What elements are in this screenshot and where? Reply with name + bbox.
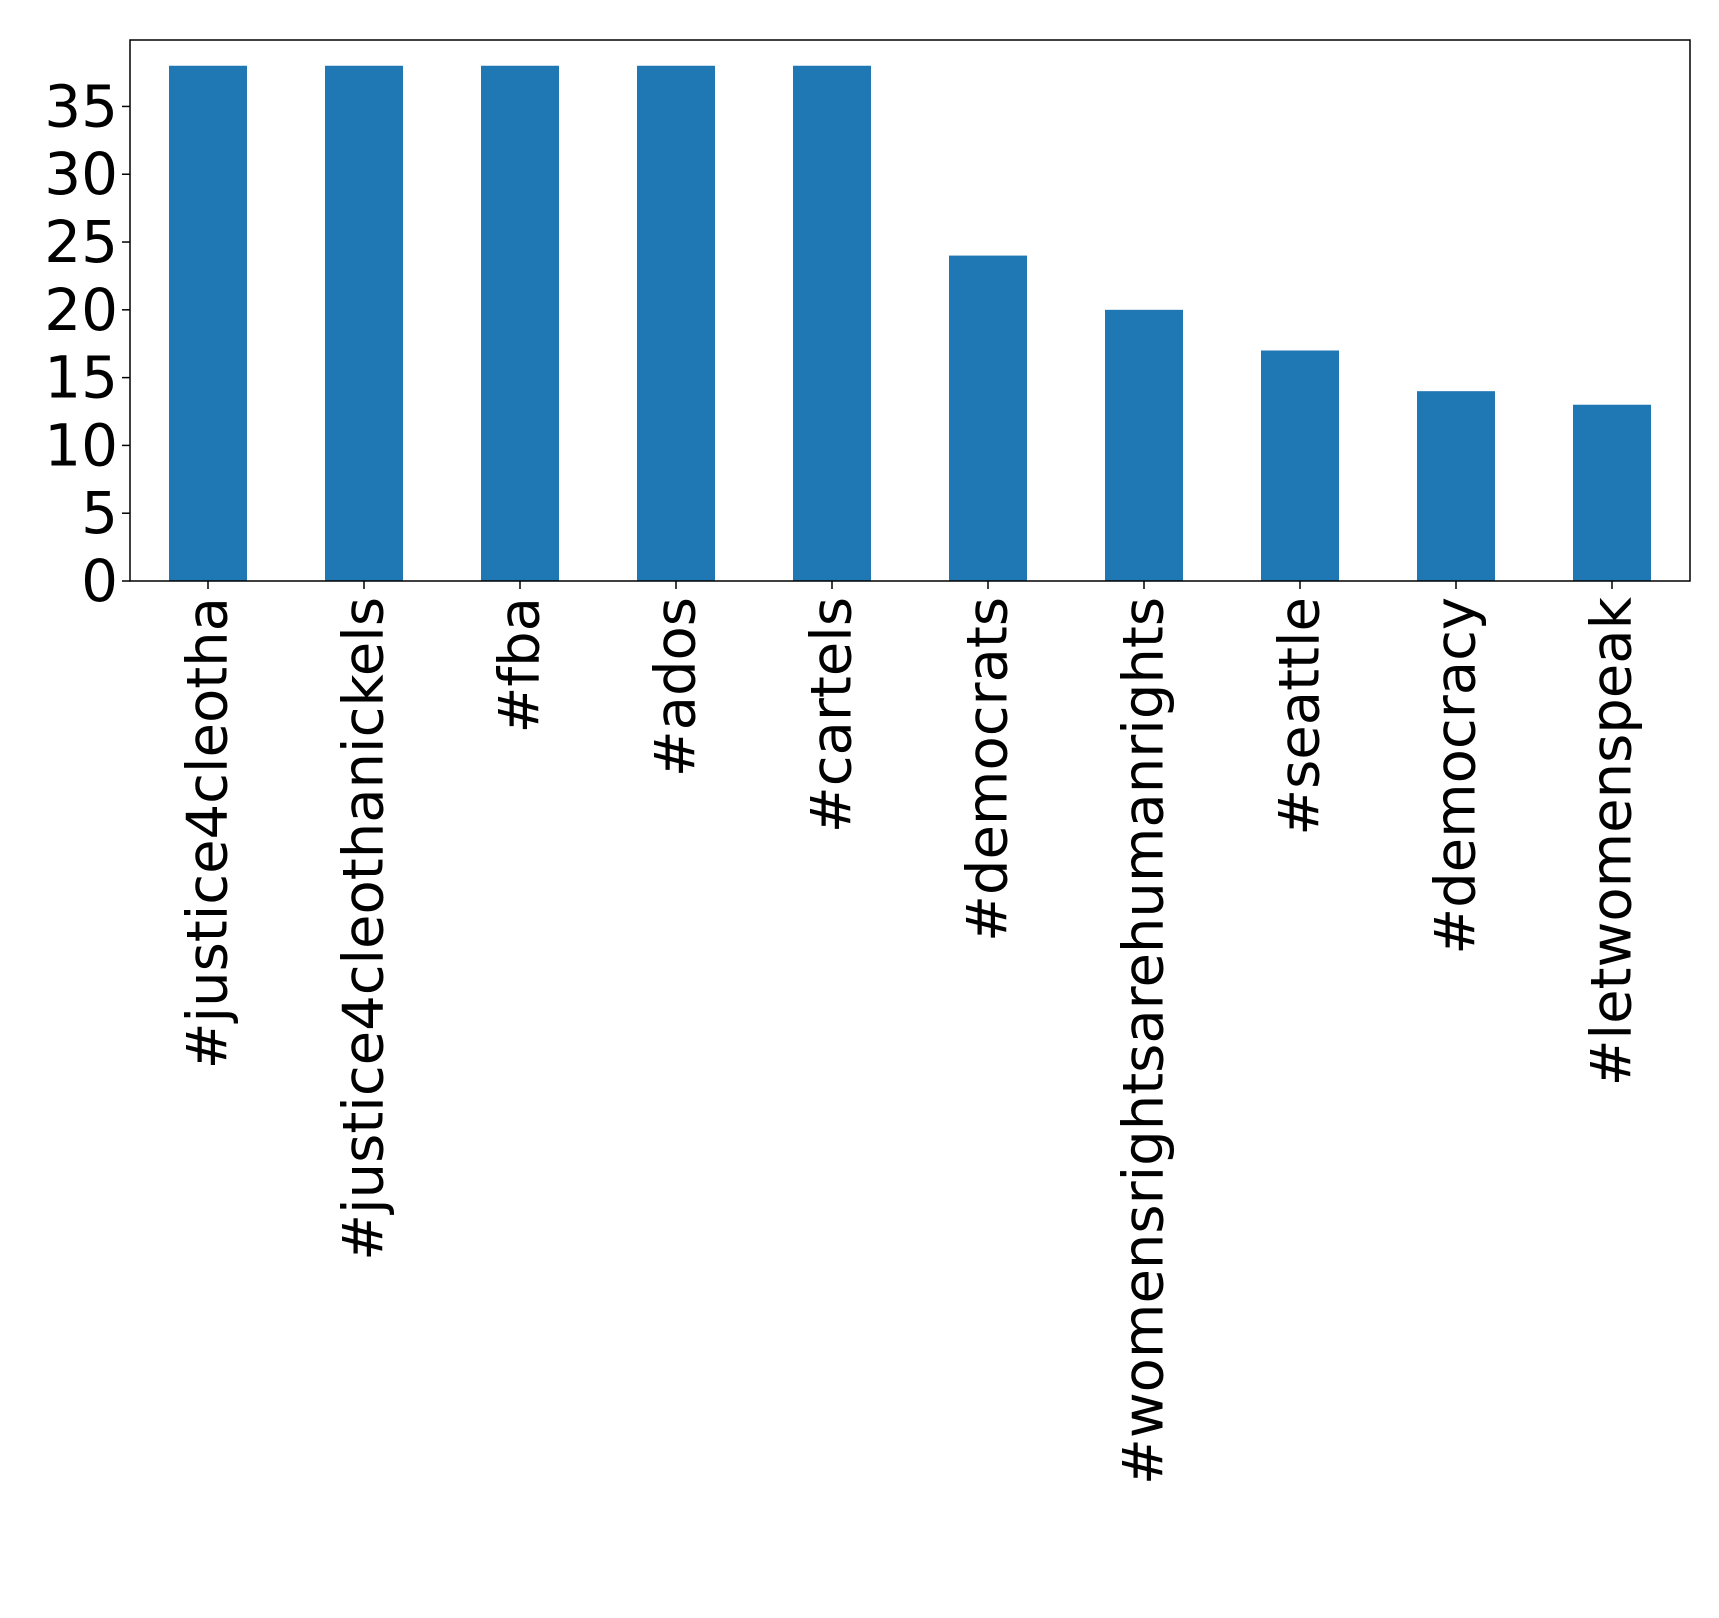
x-tick-label: #democracy <box>1424 597 1489 955</box>
y-tick-label: 25 <box>44 208 118 276</box>
bar <box>1417 391 1495 581</box>
bar <box>1105 309 1183 581</box>
y-tick-label: 0 <box>81 547 118 615</box>
bar <box>1573 404 1651 581</box>
bars-layer <box>169 65 1651 581</box>
x-tick-label: #fba <box>488 597 553 734</box>
x-tick-label: #cartels <box>800 597 865 833</box>
bar <box>793 65 871 581</box>
bar <box>1261 350 1339 581</box>
bar <box>481 65 559 581</box>
y-tick-label: 35 <box>44 72 118 140</box>
x-tick-label: #justice4cleotha <box>176 597 241 1069</box>
x-tick-label: #seattle <box>1268 597 1333 836</box>
y-tick-label: 5 <box>81 479 118 547</box>
x-tick-label: #womensrightsarehumanrights <box>1112 597 1177 1485</box>
y-tick-label: 30 <box>44 140 118 208</box>
x-axis-ticks: #justice4cleotha #justice4cleothanickels #… <box>176 581 1645 1485</box>
bar <box>949 255 1027 581</box>
x-tick-label: #ados <box>644 597 709 777</box>
bar <box>637 65 715 581</box>
x-tick-label: #justice4cleothanickels <box>332 597 397 1261</box>
x-tick-label: #democrats <box>956 597 1021 942</box>
plot-frame <box>129 39 1691 582</box>
x-tick-label: #letwomenspeak <box>1580 596 1645 1086</box>
y-tick-label: 10 <box>44 411 118 479</box>
bar <box>325 65 403 581</box>
y-tick-label: 15 <box>44 344 118 412</box>
bar <box>169 65 247 581</box>
y-tick-label: 20 <box>44 276 118 344</box>
